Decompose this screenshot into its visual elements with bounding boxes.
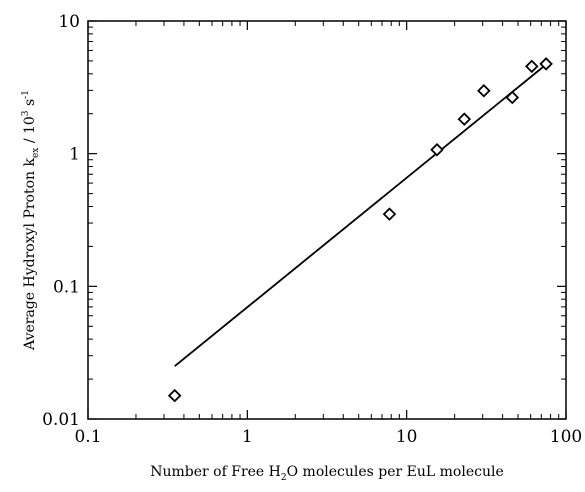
data-point-diamond: [477, 83, 491, 98]
x-axis-ticks: 0.1 1 10 100: [74, 21, 582, 447]
data-point-diamond: [167, 388, 182, 403]
x-tick-label: 10: [396, 427, 418, 447]
x-tick-label: 1: [242, 427, 253, 447]
y-tick-label: 0.1: [53, 277, 80, 297]
data-point-diamond: [539, 57, 553, 71]
plot-frame: [87, 20, 567, 420]
data-point-diamond: [457, 112, 472, 126]
y-tick-label: 10: [58, 12, 80, 32]
data-point-diamond: [382, 207, 397, 221]
x-tick-label: 100: [550, 427, 582, 447]
x-axis-title: Number of Free H2O molecules per EuL mol…: [150, 464, 503, 483]
y-tick-label: 1: [69, 145, 80, 165]
fit-line: [174, 63, 547, 367]
x-tick-label: 0.1: [74, 427, 101, 447]
data-point-diamond: [430, 142, 444, 157]
data-points: [167, 57, 553, 403]
y-axis-ticks: 0.01 0.1 1 10: [42, 12, 566, 430]
y-tick-label: 0.01: [42, 410, 80, 430]
data-point-diamond: [505, 90, 520, 105]
data-point-diamond: [525, 59, 539, 74]
y-axis-title: Average Hydroxyl Proton kex / 103 s-1: [21, 90, 41, 351]
